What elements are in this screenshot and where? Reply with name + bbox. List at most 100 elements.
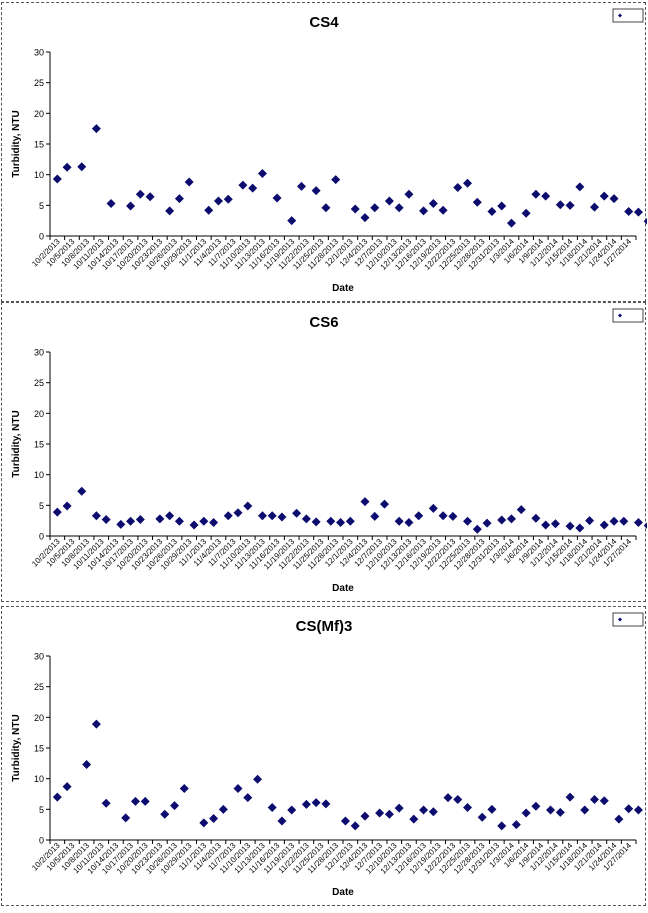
data-point [184,177,194,187]
y-tick-label: 5 [39,501,44,511]
data-point [565,792,575,802]
data-point [375,808,385,818]
data-point [62,782,72,792]
y-tick-label: 25 [34,78,44,88]
legend-frame [612,308,644,323]
data-point [52,507,62,517]
data-point [419,805,429,815]
data-point [438,205,448,215]
y-tick-label: 25 [34,378,44,388]
chart-panel-cs6: CS6 0 5 10 15 20 25 30 Turbidity, NTU 10/2/2013 10… [1,302,647,602]
data-point [140,796,150,806]
x-axis-label: Date [332,283,354,294]
data-point [126,201,136,211]
data-point [267,802,277,812]
y-axis-label: Turbidity, NTU [11,410,22,477]
data-point [199,818,209,828]
data-point [204,205,214,215]
data-point [257,511,267,521]
data-point [145,192,155,202]
data-point [394,203,404,213]
data-point [77,486,87,496]
data-point [380,499,390,509]
data-point [477,812,487,822]
data-point [213,196,223,206]
data-point [160,809,170,819]
data-point [633,207,643,217]
data-point [453,795,463,805]
data-point [126,516,136,526]
data-point [360,213,370,223]
data-point [267,511,277,521]
y-tick-label: 20 [34,109,44,119]
data-point [223,511,233,521]
y-tick-label: 25 [34,682,44,692]
data-point [257,168,267,178]
data-point [609,194,619,204]
data-point [350,821,360,831]
data-point [233,783,243,793]
data-point [277,816,287,826]
chart-panel-cs4: CS4 0 5 10 15 20 25 30 Turbidity, NTU 10/2/2013 10… [1,2,647,302]
data-point [336,518,346,528]
data-point [438,511,448,521]
data-point [253,774,263,784]
chart-title: CS(Mf)3 [296,618,353,635]
data-point [428,807,438,817]
chart-panel-csmf3: CS(Mf)3 0 5 10 15 20 25 30 Turbidity, NTU 10/2/20… [1,606,646,906]
y-tick-label: 20 [34,713,44,723]
data-point [321,799,331,809]
data-point [243,793,253,803]
data-point [91,719,101,729]
y-tick-label: 15 [34,440,44,450]
data-point [409,814,419,824]
data-point [62,501,72,511]
data-point [370,203,380,213]
data-point [404,189,414,199]
data-point [463,516,473,526]
data-point [360,811,370,821]
y-tick-label: 0 [39,532,44,542]
data-point [453,183,463,193]
data-point [463,178,473,188]
y-tick-label: 5 [39,805,44,815]
data-point [311,186,321,196]
data-point [189,520,199,530]
data-point [360,497,370,507]
legend-frame [612,612,644,627]
data-point [521,208,531,218]
data-point [345,516,355,526]
data-point [624,206,634,216]
data-point [550,519,560,529]
data-point [506,218,516,228]
data-point [565,200,575,210]
data-point [531,189,541,199]
data-point [248,183,258,193]
data-point [296,181,306,191]
y-tick-label: 15 [34,744,44,754]
data-point [404,518,414,528]
data-point [52,792,62,802]
y-tick-label: 0 [39,232,44,242]
legend [612,612,644,627]
data-point [287,805,297,815]
data-point [599,191,609,201]
data-point [77,162,87,172]
data-point [165,206,175,216]
data-point [272,193,282,203]
data-point [121,813,131,823]
data-point [580,805,590,815]
x-axis-label: Date [332,887,354,898]
data-point [292,508,302,518]
y-tick-label: 15 [34,140,44,150]
y-tick-label: 30 [34,48,44,58]
legend [612,8,644,23]
data-point [414,511,424,521]
data-point [624,804,634,814]
y-tick-label: 30 [34,348,44,358]
y-tick-label: 10 [34,470,44,480]
data-point [428,198,438,208]
